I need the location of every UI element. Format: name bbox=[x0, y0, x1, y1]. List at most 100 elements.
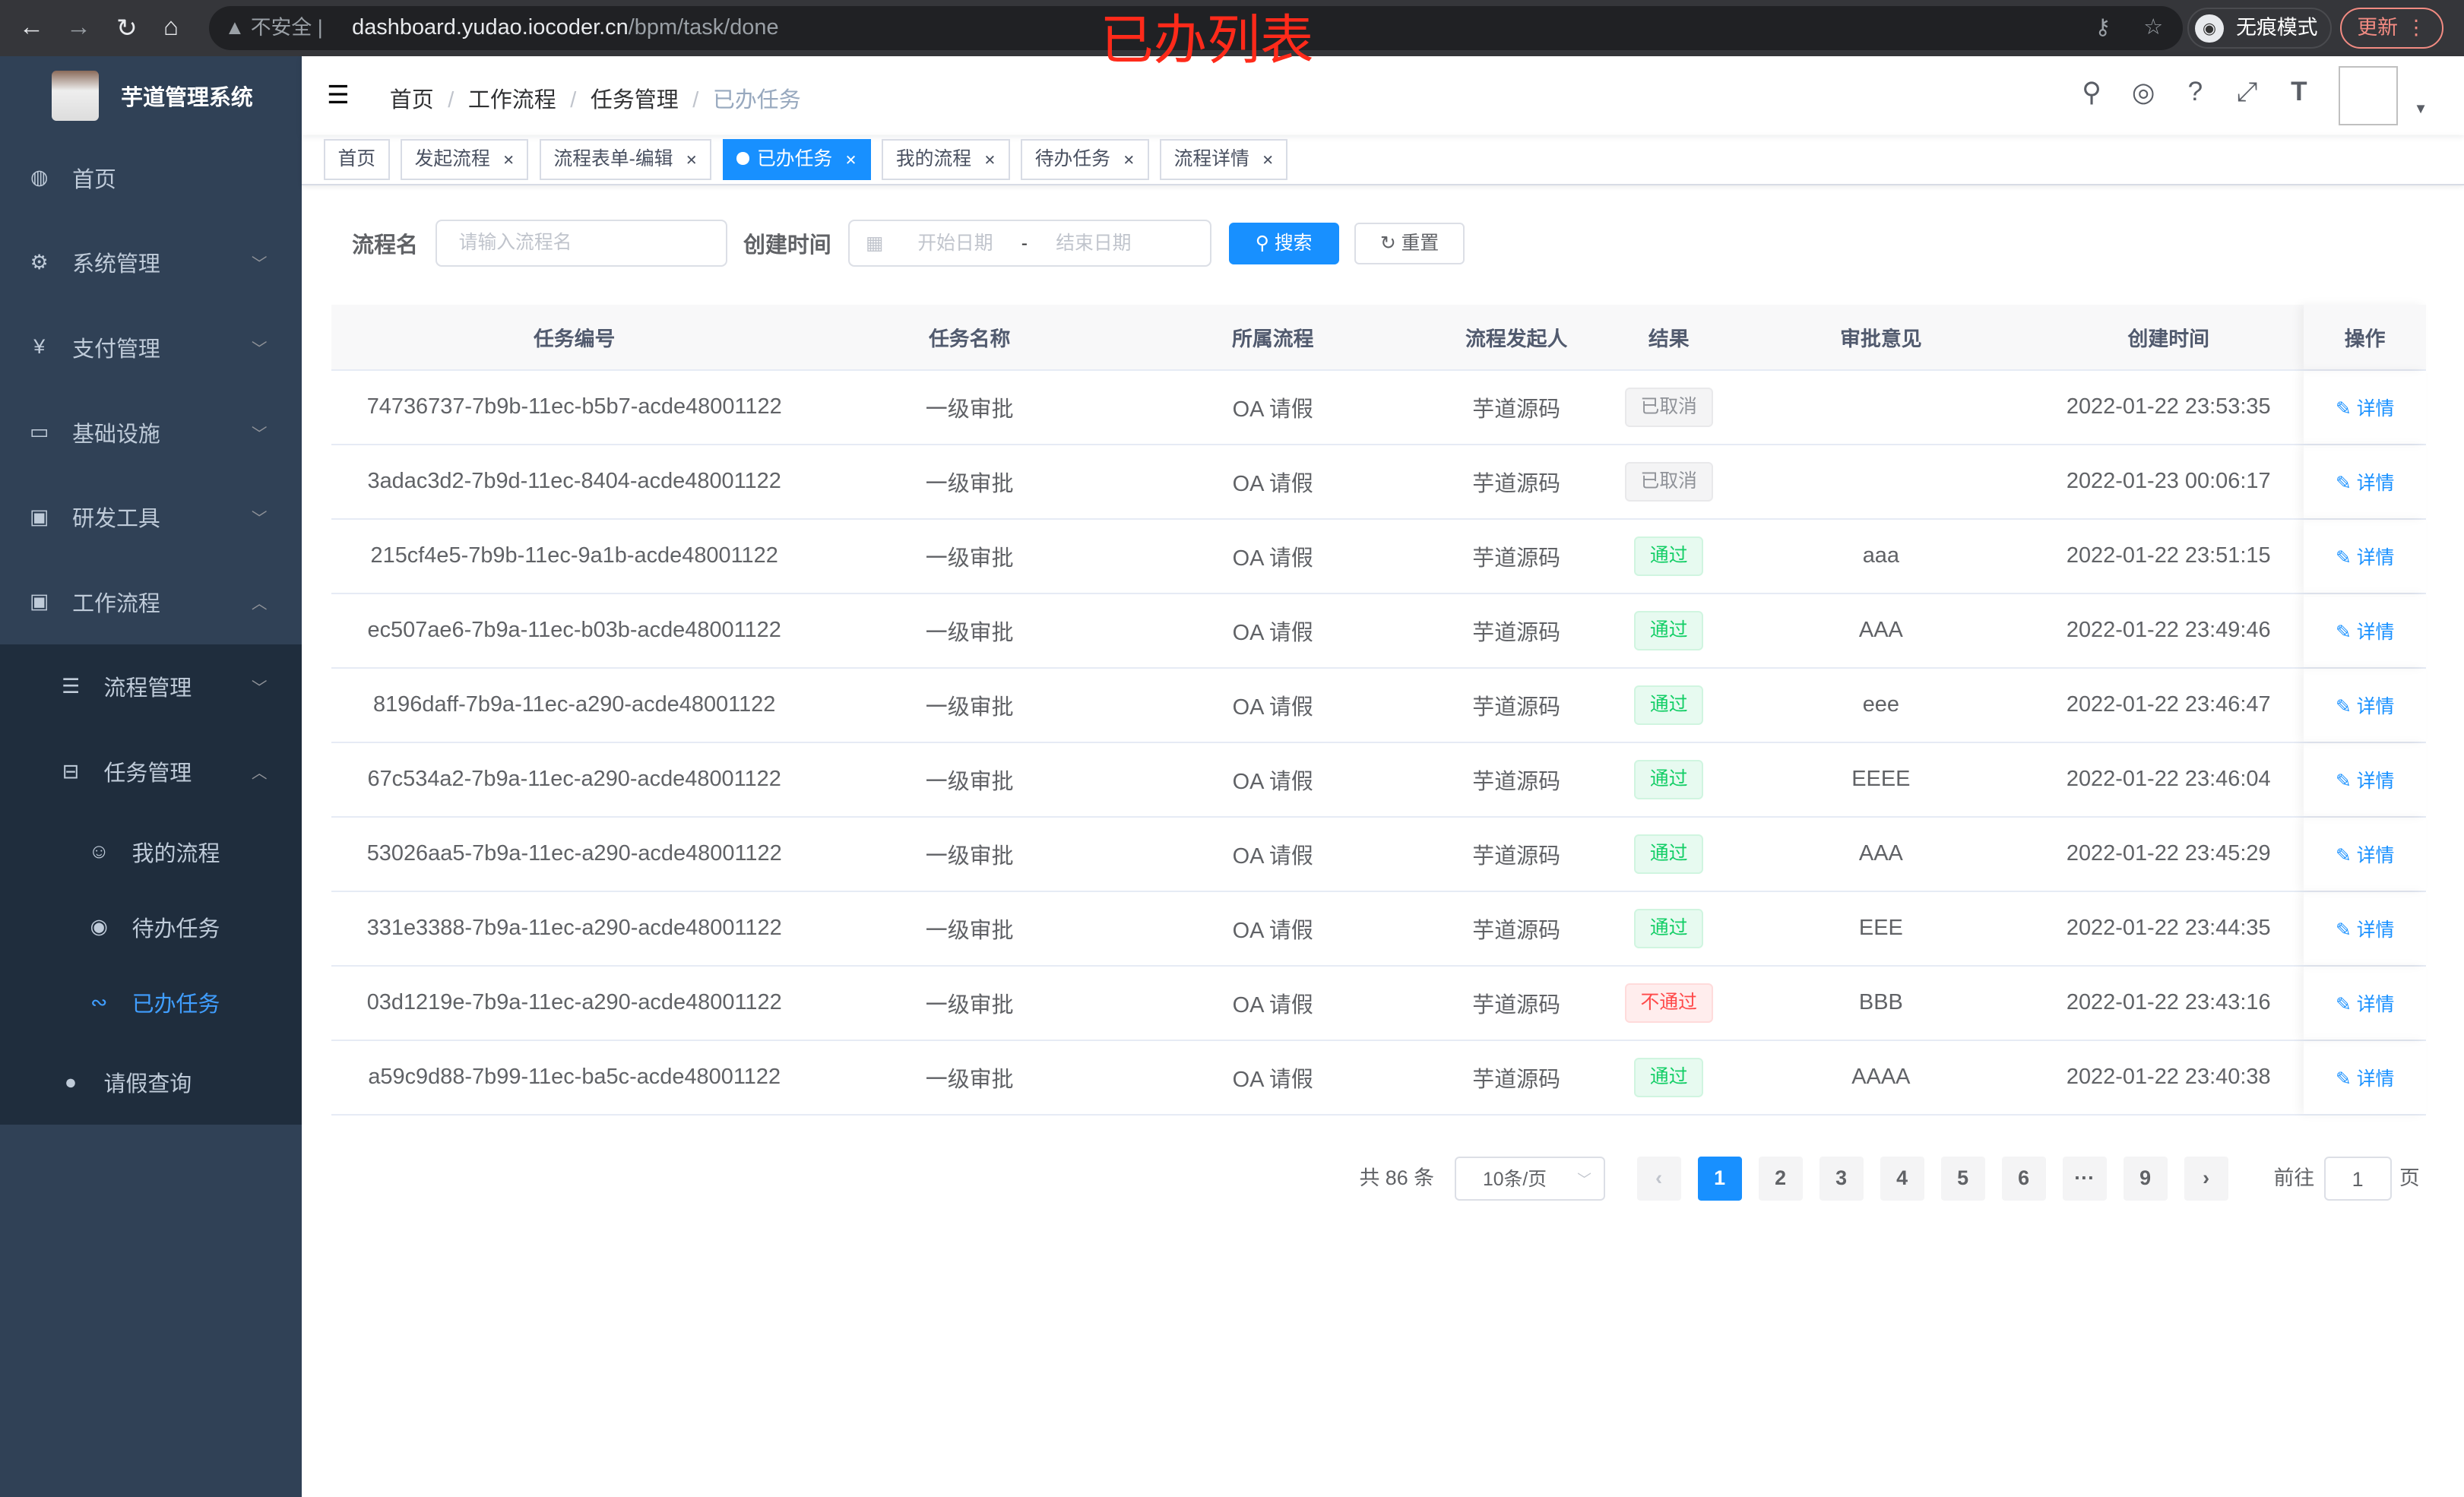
yen-icon: ¥ bbox=[33, 335, 46, 359]
detail-button[interactable]: ✎ 详情 bbox=[2336, 840, 2394, 868]
close-icon[interactable]: ✕ bbox=[686, 152, 698, 169]
detail-button[interactable]: ✎ 详情 bbox=[2336, 915, 2394, 942]
done-icon: ∾ bbox=[90, 990, 108, 1014]
sidebar-item-task-manage[interactable]: ⊟ 任务管理 ︿ bbox=[0, 729, 302, 814]
tag-my-process[interactable]: 我的流程 ✕ bbox=[882, 139, 1010, 180]
address-bar[interactable]: ▲ 不安全 | dashboard.yudao.iocoder.cn/bpm/t… bbox=[208, 6, 2183, 51]
sidebar-item-done[interactable]: ∾ 已办任务 bbox=[0, 964, 302, 1040]
github-icon[interactable]: ◎ bbox=[2131, 78, 2155, 108]
home-icon[interactable]: ⌂ bbox=[163, 12, 179, 41]
page-button[interactable]: 6 bbox=[2001, 1156, 2046, 1201]
update-button[interactable]: 更新 ⋮ bbox=[2339, 8, 2444, 49]
goto-page-input[interactable]: 1 bbox=[2323, 1156, 2392, 1201]
sidebar-item-process-manage[interactable]: ☰ 流程管理 ﹀ bbox=[0, 644, 302, 730]
search-icon[interactable]: ⚲ bbox=[2082, 78, 2101, 108]
security-indicator[interactable]: ▲ 不安全 | bbox=[224, 16, 323, 40]
close-icon[interactable]: ✕ bbox=[983, 152, 996, 169]
cell-process: OA 请假 bbox=[1232, 397, 1313, 422]
navbar: ☰ 首页 / 工作流程 / 任务管理 / 已办任务 ⚲ ◎ ? ⤢ T ▼ bbox=[301, 56, 2464, 135]
font-size-icon[interactable]: T bbox=[2291, 77, 2307, 107]
avatar[interactable] bbox=[2338, 65, 2399, 126]
sidebar-item-system[interactable]: ⚙ 系统管理 ﹀ bbox=[0, 220, 302, 305]
cell-id: 53026aa5-7b9a-11ec-a290-acde48001122 bbox=[366, 841, 782, 866]
page-button[interactable]: 1 bbox=[1697, 1156, 1742, 1201]
detail-button[interactable]: ✎ 详情 bbox=[2336, 692, 2394, 719]
date-range-picker[interactable]: ▦ 开始日期 - 结束日期 bbox=[848, 220, 1212, 267]
chevron-up-icon: ︿ bbox=[251, 594, 268, 612]
tag-home[interactable]: 首页 bbox=[323, 139, 390, 180]
detail-button[interactable]: ✎ 详情 bbox=[2336, 394, 2394, 421]
tag-form-edit[interactable]: 流程表单-编辑 ✕ bbox=[539, 139, 712, 180]
edit-icon: ✎ bbox=[2336, 622, 2357, 643]
hamburger-icon[interactable]: ☰ bbox=[327, 81, 350, 110]
breadcrumb-item[interactable]: 任务管理 bbox=[590, 87, 679, 112]
detail-button[interactable]: ✎ 详情 bbox=[2336, 1064, 2394, 1091]
chevron-down-icon: ﹀ bbox=[251, 255, 268, 274]
page-button[interactable]: 5 bbox=[1940, 1156, 1985, 1201]
calendar-icon: ▦ bbox=[866, 233, 884, 254]
cell-process: OA 请假 bbox=[1232, 843, 1313, 869]
detail-button[interactable]: ✎ 详情 bbox=[2336, 617, 2394, 644]
close-icon[interactable]: ✕ bbox=[1262, 152, 1274, 169]
caret-down-icon[interactable]: ▼ bbox=[2413, 100, 2428, 117]
cell-id: 215cf4e5-7b9b-11ec-9a1b-acde48001122 bbox=[370, 543, 778, 568]
tag-label: 发起流程 bbox=[414, 149, 490, 170]
close-icon[interactable]: ✕ bbox=[844, 152, 857, 169]
overlay-title: 已办列表 bbox=[1100, 10, 1314, 71]
sidebar-item-label: 支付管理 bbox=[72, 337, 160, 362]
reset-button[interactable]: ↻ 重置 bbox=[1354, 222, 1465, 265]
detail-button[interactable]: ✎ 详情 bbox=[2336, 989, 2394, 1017]
page-button[interactable]: 9 bbox=[2123, 1156, 2168, 1201]
tag-process-detail[interactable]: 流程详情 ✕ bbox=[1160, 139, 1288, 180]
forward-icon[interactable]: → bbox=[65, 12, 91, 41]
next-page-button[interactable]: › bbox=[2184, 1156, 2228, 1201]
result-badge: 通过 bbox=[1634, 685, 1704, 725]
sidebar-item-pay[interactable]: ¥ 支付管理 ﹀ bbox=[0, 305, 302, 390]
page-button[interactable]: ··· bbox=[2062, 1156, 2107, 1201]
column-header: 操作 bbox=[2304, 305, 2426, 369]
table-row: ec507ae6-7b9a-11ec-b03b-acde48001122 一级审批… bbox=[331, 594, 2427, 669]
sidebar-item-infra[interactable]: ▭ 基础设施 ﹀ bbox=[0, 390, 302, 475]
key-icon[interactable]: ⚷ bbox=[2095, 15, 2111, 40]
search-icon: ⚲ bbox=[1255, 233, 1275, 254]
prev-page-button[interactable]: ‹ bbox=[1636, 1156, 1681, 1201]
sidebar-item-label: 待办任务 bbox=[131, 916, 220, 942]
person-icon: ● bbox=[64, 1070, 78, 1093]
breadcrumb-item[interactable]: 工作流程 bbox=[467, 87, 556, 112]
tag-done[interactable]: 已办任务 ✕ bbox=[722, 139, 871, 180]
tag-todo[interactable]: 待办任务 ✕ bbox=[1021, 139, 1149, 180]
tag-label: 首页 bbox=[337, 149, 376, 170]
sidebar-item-devtools[interactable]: ▣ 研发工具 ﹀ bbox=[0, 474, 302, 559]
help-icon[interactable]: ? bbox=[2187, 77, 2203, 107]
page-button[interactable]: 2 bbox=[1758, 1156, 1803, 1201]
close-icon[interactable]: ✕ bbox=[502, 152, 515, 169]
breadcrumb-item[interactable]: 首页 bbox=[389, 87, 434, 112]
fullscreen-icon[interactable]: ⤢ bbox=[2236, 77, 2258, 107]
search-button[interactable]: ⚲ 搜索 bbox=[1228, 222, 1339, 265]
reload-icon[interactable]: ↻ bbox=[116, 14, 138, 43]
page-button[interactable]: 4 bbox=[1880, 1156, 1924, 1201]
sidebar-item-home[interactable]: ◍ 首页 bbox=[0, 135, 302, 220]
sidebar-item-leave-query[interactable]: ● 请假查询 bbox=[0, 1040, 302, 1125]
tag-start-process[interactable]: 发起流程 ✕ bbox=[401, 139, 529, 180]
back-icon[interactable]: ← bbox=[18, 12, 44, 41]
sidebar-item-my-process[interactable]: ☺ 我的流程 bbox=[0, 814, 302, 889]
table-row: a59c9d88-7b99-11ec-ba5c-acde48001122 一级审批… bbox=[331, 1041, 2427, 1116]
cell-time: 2022-01-22 23:40:38 bbox=[2066, 1065, 2271, 1090]
detail-label: 详情 bbox=[2356, 473, 2395, 494]
cell-comment: EEEE bbox=[1851, 767, 1911, 792]
process-name-input[interactable]: 请输入流程名 bbox=[435, 220, 728, 267]
detail-button[interactable]: ✎ 详情 bbox=[2336, 766, 2394, 793]
cell-time: 2022-01-22 23:45:29 bbox=[2066, 841, 2271, 866]
sidebar-item-todo[interactable]: ◉ 待办任务 bbox=[0, 889, 302, 964]
star-icon[interactable]: ☆ bbox=[2143, 15, 2164, 40]
page-button[interactable]: 3 bbox=[1819, 1156, 1864, 1201]
incognito-badge[interactable]: ◉ 无痕模式 bbox=[2187, 8, 2333, 49]
page-size-select[interactable]: 10条/页 ﹀ bbox=[1454, 1156, 1606, 1201]
close-icon[interactable]: ✕ bbox=[1123, 152, 1135, 169]
detail-button[interactable]: ✎ 详情 bbox=[2336, 468, 2394, 495]
sidebar-item-workflow[interactable]: ▣ 工作流程 ︿ bbox=[0, 559, 302, 644]
search-form: 流程名 请输入流程名 创建时间 ▦ 开始日期 - 结束日期 ⚲ 搜索 ↻ 重置 bbox=[352, 220, 1465, 267]
sidebar-logo[interactable]: 芋道管理系统 bbox=[0, 56, 302, 135]
detail-button[interactable]: ✎ 详情 bbox=[2336, 543, 2394, 570]
